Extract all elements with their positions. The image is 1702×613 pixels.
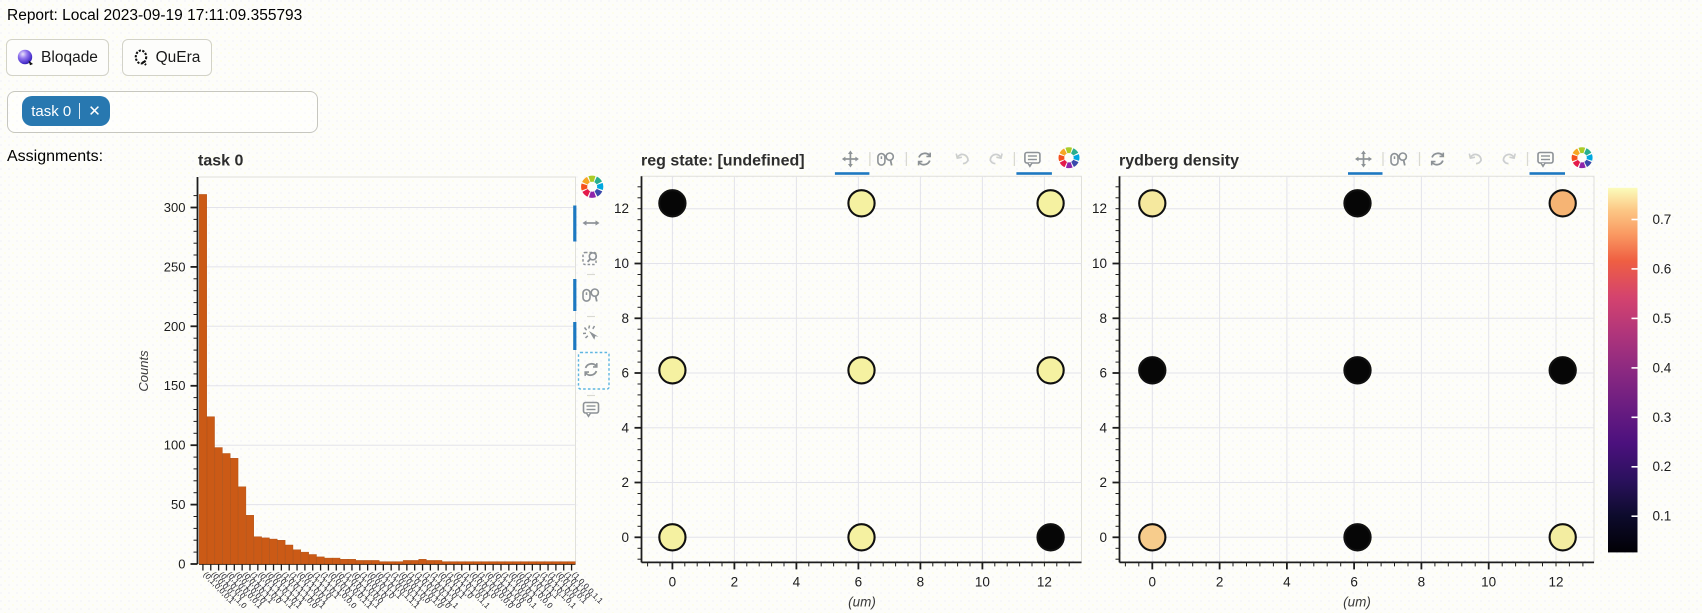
svg-text:0.4: 0.4 xyxy=(1653,360,1672,375)
svg-text:50: 50 xyxy=(171,497,185,512)
svg-text:8: 8 xyxy=(917,574,925,589)
svg-text:(um): (um) xyxy=(1343,595,1371,610)
svg-text:12: 12 xyxy=(1037,574,1052,589)
svg-text:0: 0 xyxy=(178,557,185,572)
svg-text:12: 12 xyxy=(614,201,629,216)
svg-text:150: 150 xyxy=(164,378,186,393)
svg-text:0: 0 xyxy=(1099,530,1107,545)
svg-text:10: 10 xyxy=(975,574,990,589)
svg-text:0.5: 0.5 xyxy=(1653,311,1672,326)
svg-text:task 0: task 0 xyxy=(198,153,243,170)
svg-text:12: 12 xyxy=(1092,201,1107,216)
svg-text:6: 6 xyxy=(621,366,629,381)
svg-text:rydberg density: rydberg density xyxy=(1119,153,1239,170)
svg-text:300: 300 xyxy=(164,200,186,215)
svg-text:0: 0 xyxy=(621,530,629,545)
svg-text:0: 0 xyxy=(1149,574,1157,589)
svg-text:10: 10 xyxy=(1092,256,1107,271)
svg-text:0.6: 0.6 xyxy=(1653,261,1672,276)
svg-text:2: 2 xyxy=(1216,574,1224,589)
svg-text:0.3: 0.3 xyxy=(1653,410,1672,425)
svg-text:(um): (um) xyxy=(848,595,876,610)
svg-text:100: 100 xyxy=(164,438,186,453)
svg-text:8: 8 xyxy=(1418,574,1426,589)
svg-text:0.1: 0.1 xyxy=(1653,509,1672,524)
svg-text:2: 2 xyxy=(731,574,739,589)
svg-text:8: 8 xyxy=(1099,311,1107,326)
svg-text:Counts: Counts xyxy=(136,350,151,392)
svg-text:10: 10 xyxy=(1481,574,1496,589)
svg-text:6: 6 xyxy=(1099,366,1107,381)
svg-text:4: 4 xyxy=(1099,420,1107,435)
svg-text:0.7: 0.7 xyxy=(1653,212,1672,227)
svg-text:2: 2 xyxy=(621,475,629,490)
svg-text:10: 10 xyxy=(614,256,629,271)
svg-text:8: 8 xyxy=(621,311,629,326)
svg-text:200: 200 xyxy=(164,319,186,334)
svg-text:4: 4 xyxy=(793,574,801,589)
svg-text:4: 4 xyxy=(621,420,629,435)
svg-text:4: 4 xyxy=(1283,574,1291,589)
svg-text:0.2: 0.2 xyxy=(1653,459,1672,474)
svg-text:reg state: [undefined]: reg state: [undefined] xyxy=(641,153,805,170)
svg-text:6: 6 xyxy=(1350,574,1358,589)
svg-text:6: 6 xyxy=(855,574,863,589)
svg-text:250: 250 xyxy=(164,259,186,274)
svg-text:12: 12 xyxy=(1548,574,1563,589)
svg-text:2: 2 xyxy=(1099,475,1107,490)
svg-text:0: 0 xyxy=(669,574,677,589)
